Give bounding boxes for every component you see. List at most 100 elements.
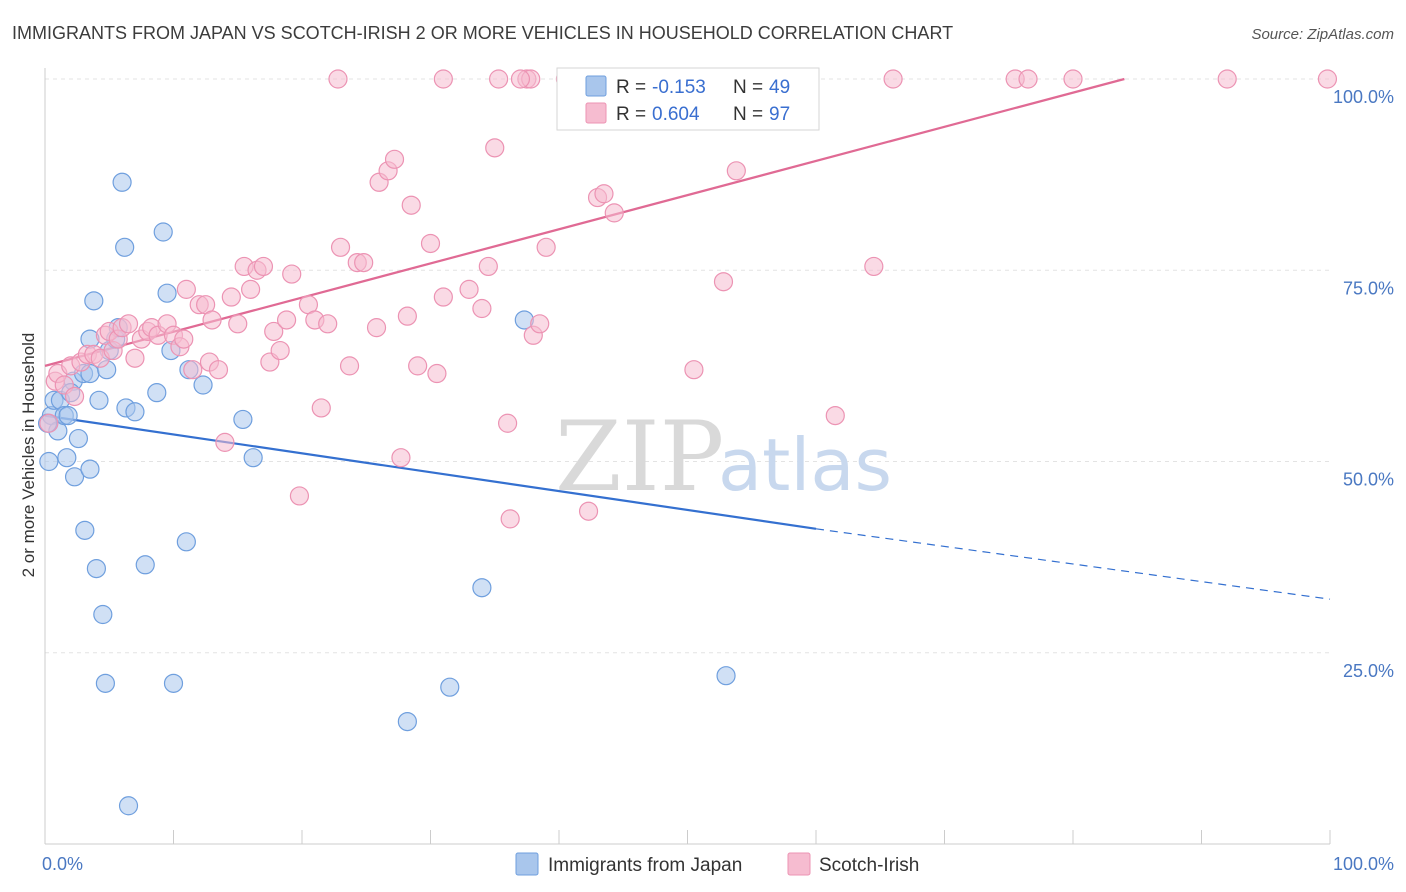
scotch-point-78 <box>684 360 704 380</box>
scotch-point-74 <box>578 501 599 521</box>
japan-point-42 <box>440 677 460 697</box>
japan-point-18 <box>89 390 109 410</box>
y-axis-label: 2 or more Vehicles in Household <box>19 333 38 578</box>
scotch-point-33 <box>221 287 241 307</box>
legend-japan-r-value: -0.153 <box>652 77 706 98</box>
trend-lines <box>44 77 1331 600</box>
scotch-point-41 <box>270 340 290 361</box>
scotch-point-90 <box>883 69 903 89</box>
scotch-point-77 <box>604 203 624 223</box>
japan-point-39 <box>233 409 253 430</box>
japan-point-43 <box>472 578 492 598</box>
scotch-point-25 <box>176 279 196 299</box>
japan-point-6 <box>58 406 78 426</box>
japan-point-45 <box>716 666 736 686</box>
scotch-point-68 <box>498 413 518 433</box>
scotch-point-43 <box>282 264 302 284</box>
scotch-point-79 <box>713 272 734 292</box>
scotch-point-93 <box>1063 69 1083 89</box>
series-legend-swatch-scotch <box>787 852 811 876</box>
japan-point-7 <box>57 448 77 468</box>
japan-point-16 <box>84 291 104 311</box>
japan-point-25 <box>112 172 132 192</box>
japan-point-9 <box>64 467 85 487</box>
japan-point-17 <box>86 558 107 579</box>
scotch-point-53 <box>366 318 387 338</box>
y-tick-label-3: 100.0% <box>1333 87 1394 107</box>
japan-point-26 <box>115 237 135 257</box>
scotch-point-36 <box>241 279 261 299</box>
legend-swatch-japan <box>585 75 607 97</box>
scotch-point-40 <box>264 321 284 342</box>
scotch-point-73 <box>536 237 556 257</box>
scotch-point-65 <box>472 298 492 319</box>
correlation-legend: R = -0.153 N = 49 R = 0.604 N = 97 <box>556 67 820 131</box>
scotch-point-61 <box>420 233 441 254</box>
series-legend-label-scotch: Scotch-Irish <box>819 855 919 876</box>
legend-scotch-n-label: N = <box>733 104 763 125</box>
scotch-point-67 <box>485 138 505 158</box>
scotch-point-58 <box>397 306 417 326</box>
scotch-point-59 <box>401 195 421 215</box>
scotch-point-56 <box>384 149 405 169</box>
japan-point-41 <box>397 711 417 732</box>
series-scotch-irish <box>39 69 1338 529</box>
legend-japan-n-value: 49 <box>769 77 790 98</box>
japan-trend-line-extension <box>815 528 1331 600</box>
scotch-point-31 <box>208 360 229 380</box>
scotch-point-38 <box>253 256 274 277</box>
legend-scotch-n-value: 97 <box>769 104 790 125</box>
japan-point-14 <box>80 459 100 479</box>
data-points <box>37 69 1338 816</box>
japan-point-31 <box>147 383 167 403</box>
japan-point-19 <box>93 604 113 625</box>
scotch-point-66 <box>478 256 498 277</box>
scotch-point-82 <box>864 256 884 277</box>
scotch-point-92 <box>1018 69 1038 89</box>
scotch-point-32 <box>215 432 235 452</box>
scotch-point-84 <box>433 69 453 89</box>
scotch-point-57 <box>391 448 411 468</box>
y-tick-label-2: 75.0% <box>1343 278 1394 298</box>
legend-scotch-r-label: R = <box>616 104 646 125</box>
scotch-point-69 <box>500 509 520 529</box>
japan-point-38 <box>193 375 213 395</box>
scotch-point-85 <box>489 69 509 89</box>
japan-point-35 <box>163 673 184 693</box>
japan-point-29 <box>125 402 145 422</box>
japan-point-28 <box>118 796 139 816</box>
x-tick-label-0: 0.0% <box>42 854 83 874</box>
watermark-zip: ZIP <box>555 401 724 513</box>
scotch-point-63 <box>433 287 453 307</box>
scotch-point-50 <box>339 356 360 376</box>
series-legend-label-japan: Immigrants from Japan <box>548 855 742 876</box>
scotch-point-16 <box>125 348 145 368</box>
scotch-point-24 <box>174 329 194 349</box>
chart-title: IMMIGRANTS FROM JAPAN VS SCOTCH-IRISH 2 … <box>12 23 953 43</box>
japan-point-12 <box>75 520 95 540</box>
legend-japan-r-label: R = <box>616 77 646 98</box>
scotch-point-62 <box>427 363 447 384</box>
y-tick-label-0: 25.0% <box>1343 661 1394 681</box>
japan-trend-line <box>44 414 817 530</box>
scotch-point-94 <box>1217 69 1237 89</box>
scotch-point-64 <box>459 279 479 299</box>
scotch-point-34 <box>228 314 248 334</box>
scotch-point-44 <box>289 486 310 506</box>
x-tick-label-1: 100.0% <box>1333 854 1394 874</box>
x-tick-labels: 0.0% 100.0% <box>42 854 1394 874</box>
japan-point-32 <box>153 222 173 242</box>
scotch-point-15 <box>118 314 139 334</box>
scotch-point-80 <box>726 161 746 181</box>
scotch-point-96 <box>510 69 531 89</box>
scotch-point-81 <box>825 406 845 426</box>
watermark-atlas: atlas <box>718 423 892 507</box>
legend-swatch-scotch <box>585 102 607 124</box>
scotch-point-49 <box>330 237 351 257</box>
scotch-point-60 <box>408 356 428 376</box>
series-legend-swatch-japan <box>515 852 539 876</box>
legend-scotch-r-value: 0.604 <box>652 104 700 125</box>
scotch-point-72 <box>530 314 550 334</box>
scotch-point-26 <box>183 360 203 380</box>
